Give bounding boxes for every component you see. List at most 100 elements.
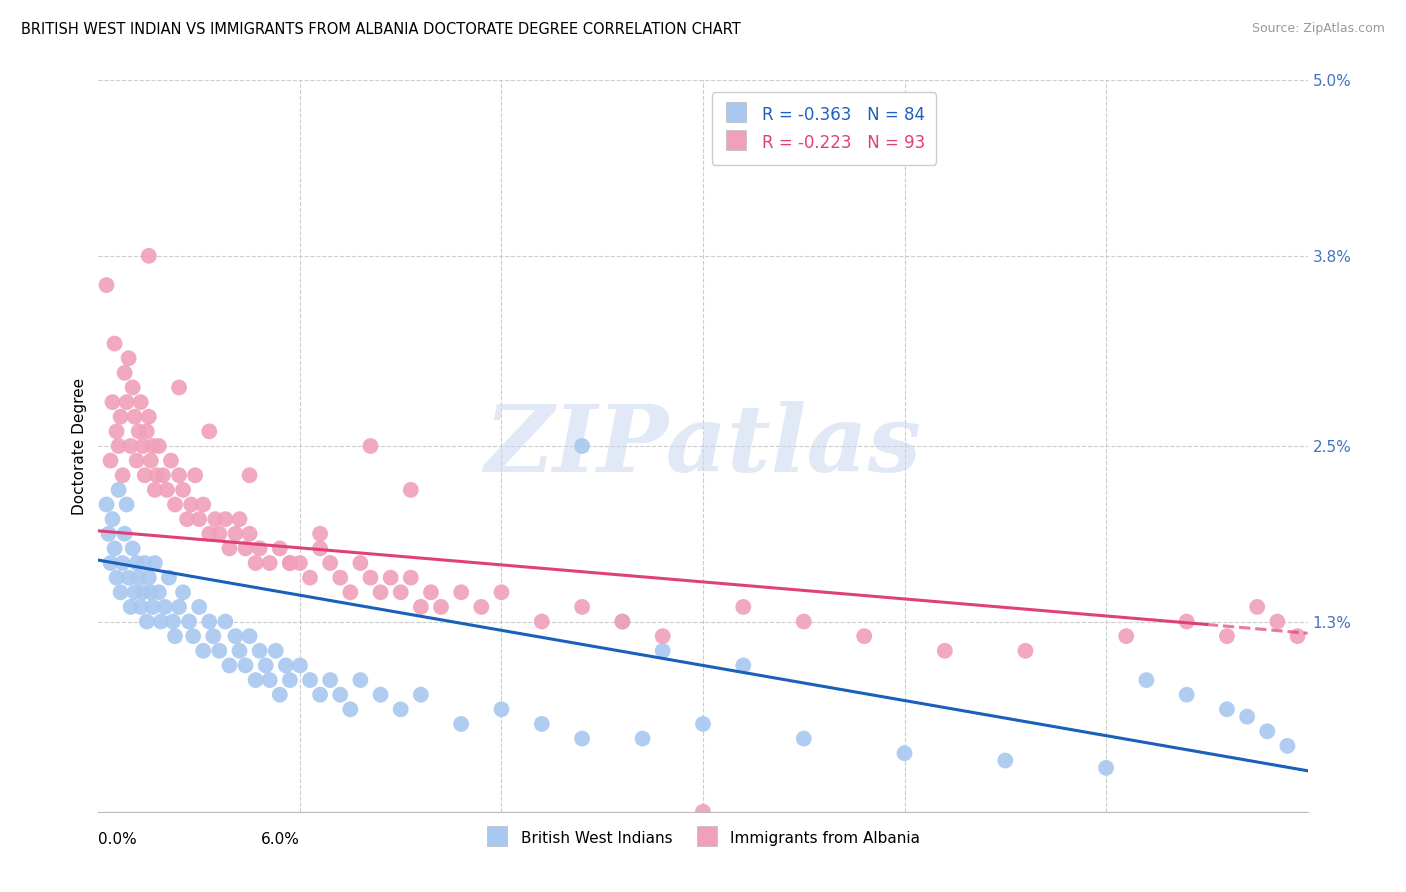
Point xyxy=(370,585,392,599)
Point xyxy=(125,453,148,467)
Point xyxy=(733,599,755,614)
Point xyxy=(389,585,412,599)
Point xyxy=(612,615,634,629)
Point xyxy=(259,556,281,570)
Point xyxy=(129,599,152,614)
Point xyxy=(934,644,956,658)
Point xyxy=(96,278,118,293)
Point xyxy=(299,673,322,687)
Point xyxy=(198,615,221,629)
Point xyxy=(176,512,198,526)
Point xyxy=(107,439,129,453)
Point xyxy=(278,673,301,687)
Point xyxy=(103,336,125,351)
Point xyxy=(288,556,311,570)
Point xyxy=(409,599,432,614)
Point xyxy=(204,512,226,526)
Point xyxy=(228,512,250,526)
Point xyxy=(651,644,673,658)
Point xyxy=(245,556,267,570)
Point xyxy=(399,483,422,497)
Point xyxy=(239,468,262,483)
Point xyxy=(142,439,165,453)
Point xyxy=(264,644,287,658)
Point xyxy=(96,498,118,512)
Point xyxy=(138,409,160,424)
Text: ZIPatlas: ZIPatlas xyxy=(485,401,921,491)
Point xyxy=(249,644,271,658)
Point xyxy=(692,717,714,731)
Point xyxy=(254,658,277,673)
Point xyxy=(139,585,162,599)
Point xyxy=(143,483,166,497)
Point xyxy=(349,556,371,570)
Point xyxy=(184,468,207,483)
Point xyxy=(120,439,142,453)
Point xyxy=(274,658,297,673)
Point xyxy=(198,425,221,439)
Point xyxy=(470,599,492,614)
Point xyxy=(1095,761,1118,775)
Point xyxy=(118,351,141,366)
Text: 6.0%: 6.0% xyxy=(262,832,299,847)
Point xyxy=(224,526,246,541)
Point xyxy=(1277,739,1299,753)
Point xyxy=(420,585,443,599)
Point xyxy=(339,702,361,716)
Point xyxy=(114,366,136,380)
Point xyxy=(1175,615,1198,629)
Point xyxy=(1286,629,1309,643)
Point xyxy=(235,658,257,673)
Point xyxy=(612,615,634,629)
Point xyxy=(218,658,240,673)
Point xyxy=(1115,629,1137,643)
Point xyxy=(138,249,160,263)
Point xyxy=(1135,673,1157,687)
Point xyxy=(134,468,156,483)
Point xyxy=(319,673,342,687)
Point xyxy=(409,688,432,702)
Point xyxy=(167,599,190,614)
Point xyxy=(245,673,267,687)
Point xyxy=(571,439,593,453)
Point xyxy=(103,541,125,556)
Point xyxy=(269,688,291,702)
Point xyxy=(389,702,412,716)
Point xyxy=(100,453,122,467)
Point xyxy=(349,673,371,687)
Point xyxy=(228,644,250,658)
Point xyxy=(1267,615,1289,629)
Point xyxy=(360,571,382,585)
Point xyxy=(193,644,215,658)
Point xyxy=(179,615,201,629)
Point xyxy=(235,541,257,556)
Point xyxy=(97,526,120,541)
Point xyxy=(399,571,422,585)
Point xyxy=(329,571,352,585)
Point xyxy=(208,526,231,541)
Point xyxy=(111,468,134,483)
Point xyxy=(101,512,124,526)
Point xyxy=(1236,709,1258,723)
Point xyxy=(450,717,472,731)
Point xyxy=(142,599,165,614)
Point xyxy=(135,425,157,439)
Point xyxy=(309,526,332,541)
Point xyxy=(329,688,352,702)
Point xyxy=(149,615,172,629)
Point xyxy=(370,688,392,702)
Point xyxy=(651,629,673,643)
Text: BRITISH WEST INDIAN VS IMMIGRANTS FROM ALBANIA DOCTORATE DEGREE CORRELATION CHAR: BRITISH WEST INDIAN VS IMMIGRANTS FROM A… xyxy=(21,22,741,37)
Point xyxy=(101,395,124,409)
Text: 0.0%: 0.0% xyxy=(98,832,138,847)
Point xyxy=(208,644,231,658)
Point xyxy=(1014,644,1036,658)
Point xyxy=(146,468,169,483)
Point xyxy=(114,526,136,541)
Point xyxy=(571,599,593,614)
Point xyxy=(1256,724,1278,739)
Point xyxy=(105,571,128,585)
Point xyxy=(491,702,513,716)
Point xyxy=(1216,629,1239,643)
Point xyxy=(309,688,332,702)
